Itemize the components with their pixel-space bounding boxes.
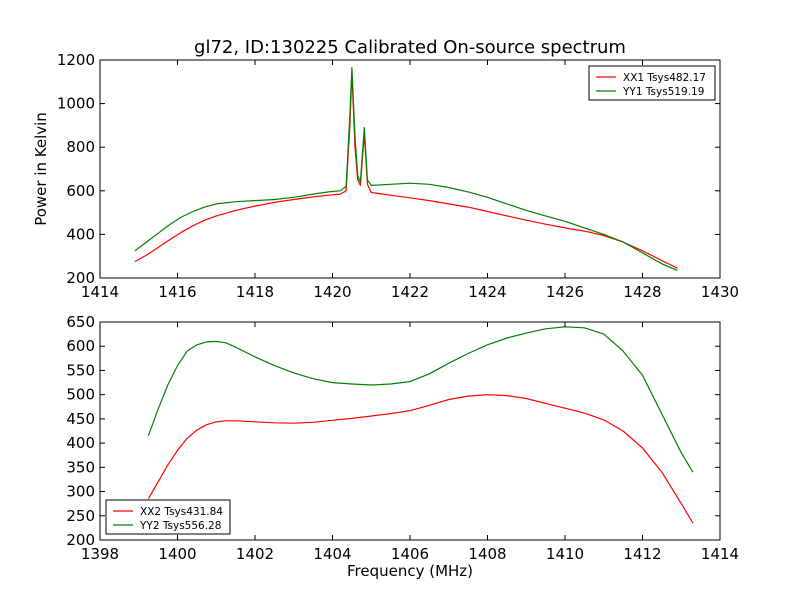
series-line-1 xyxy=(134,72,678,269)
series-line-1 xyxy=(147,394,694,524)
x-tick-label: 1428 xyxy=(623,283,661,301)
y-tick-label: 250 xyxy=(66,507,95,525)
x-tick-label: 1418 xyxy=(236,283,274,301)
x-tick-label: 1430 xyxy=(701,283,739,301)
x-tick-label: 1414 xyxy=(701,545,739,563)
legend-label-2: YY2 Tsys556.28 xyxy=(139,520,221,532)
plot-panel-2: 1398 1400 1402 1404 1406 1408 1410 1412 1414 200 2… xyxy=(66,313,739,580)
y-tick-label: 650 xyxy=(66,313,95,331)
x-tick-label: 1406 xyxy=(391,545,429,563)
panels: 1414 1416 1418 1420 1422 1424 1426 1428 1430 200 4… xyxy=(32,51,739,580)
y-tick-label: 400 xyxy=(66,225,95,243)
legend-label-2: YY1 Tsys519.19 xyxy=(622,86,704,98)
y-tick-label: 200 xyxy=(66,269,95,287)
legend-label-1: XX2 Tsys431.84 xyxy=(140,506,223,518)
x-tick-label: 1412 xyxy=(623,545,661,563)
y-tick-label: 300 xyxy=(66,483,95,501)
legend-box xyxy=(105,499,231,535)
legend-label-1: XX1 Tsys482.17 xyxy=(623,72,706,84)
y-tick-label: 1200 xyxy=(57,51,95,69)
y-axis-label: Power in Kelvin xyxy=(32,112,50,226)
y-tick-label: 200 xyxy=(66,531,95,549)
plot-panel-1: 1414 1416 1418 1420 1422 1424 1426 1428 1430 200 4… xyxy=(32,51,739,301)
x-tick-label: 1416 xyxy=(158,283,196,301)
x-tick-label: 1408 xyxy=(468,545,506,563)
legend: XX2 Tsys431.84 YY2 Tsys556.28 xyxy=(105,499,231,535)
legend: XX1 Tsys482.17 YY1 Tsys519.19 xyxy=(588,65,716,101)
x-tick-label: 1426 xyxy=(546,283,584,301)
x-tick-label: 1420 xyxy=(313,283,351,301)
x-tick-label: 1424 xyxy=(468,283,506,301)
y-tick-label: 450 xyxy=(66,410,95,428)
y-tick-label: 550 xyxy=(66,361,95,379)
y-tick-label: 400 xyxy=(66,434,95,452)
y-tick-label: 600 xyxy=(66,337,95,355)
y-tick-label: 1000 xyxy=(57,95,95,113)
series-line-2 xyxy=(147,326,694,473)
y-tick-label: 600 xyxy=(66,182,95,200)
x-tick-label: 1414 xyxy=(81,283,119,301)
y-tick-label: 800 xyxy=(66,138,95,156)
series-line-2 xyxy=(134,66,678,271)
x-tick-label: 1400 xyxy=(158,545,196,563)
y-tick-label: 500 xyxy=(66,386,95,404)
x-tick-label: 1404 xyxy=(313,545,351,563)
x-tick-label: 1410 xyxy=(546,545,584,563)
x-axis-label: Frequency (MHz) xyxy=(347,562,473,580)
x-tick-label: 1422 xyxy=(391,283,429,301)
x-tick-label: 1398 xyxy=(81,545,119,563)
x-tick-label: 1402 xyxy=(236,545,274,563)
chart-title: gl72, ID:130225 Calibrated On-source spe… xyxy=(194,37,626,58)
legend-box xyxy=(588,65,716,101)
y-tick-label: 350 xyxy=(66,458,95,476)
